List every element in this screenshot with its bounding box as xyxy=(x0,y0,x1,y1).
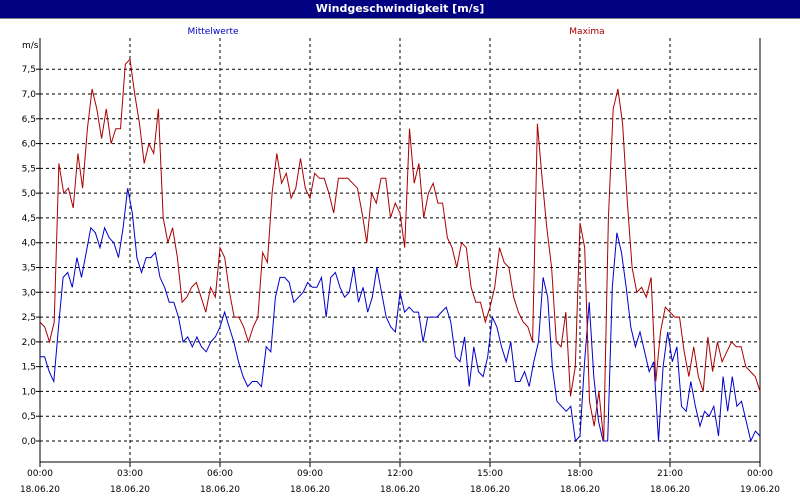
y-tick-label: 4,5 xyxy=(22,214,36,224)
y-tick-label: 3,0 xyxy=(22,288,37,298)
x-tick-time: 03:00 xyxy=(117,469,143,479)
y-tick-label: 6,5 xyxy=(22,115,36,125)
y-tick-label: 7,5 xyxy=(22,65,36,75)
x-tick-date: 19.06.20 xyxy=(740,485,780,495)
y-tick-label: 5,5 xyxy=(22,164,36,174)
grid-lines xyxy=(40,38,760,462)
x-tick-labels: 00:00 18.06.20 03:00 18.06.20 06:00 18.06.20 0… xyxy=(20,462,780,495)
x-tick-time: 06:00 xyxy=(207,469,233,479)
y-tick-label: 1,0 xyxy=(22,387,37,397)
x-tick-date: 18.06.20 xyxy=(290,485,330,495)
series-label-mean: Mittelwerte xyxy=(187,27,238,37)
series-label-max: Maxima xyxy=(569,27,604,37)
x-tick-date: 18.06.20 xyxy=(200,485,240,495)
x-tick-date: 18.06.20 xyxy=(650,485,690,495)
x-tick-date: 18.06.20 xyxy=(560,485,600,495)
x-tick-date: 18.06.20 xyxy=(470,485,510,495)
y-tick-label: 5,0 xyxy=(22,189,37,199)
x-tick-date: 18.06.20 xyxy=(110,485,150,495)
y-tick-label: 3,5 xyxy=(22,264,36,274)
y-tick-label: 2,5 xyxy=(22,313,36,323)
y-tick-label: 0,0 xyxy=(22,437,37,447)
y-tick-label: 4,0 xyxy=(22,239,37,249)
series-lines xyxy=(39,58,761,443)
y-tick-label: 6,0 xyxy=(22,140,37,150)
y-tick-label: 1,5 xyxy=(22,363,36,373)
x-tick-time: 18:00 xyxy=(567,469,593,479)
y-tick-label: 2,0 xyxy=(22,338,37,348)
y-tick-label: 0,5 xyxy=(22,412,36,422)
x-tick-time: 00:00 xyxy=(747,469,773,479)
x-tick-time: 21:00 xyxy=(657,469,683,479)
x-tick-time: 12:00 xyxy=(387,469,413,479)
y-tick-labels: 0,0 0,5 1,0 1,5 2,0 2,5 3,0 3,5 4,0 4,5 5,0 5,5 6,0 6… xyxy=(22,65,40,447)
x-tick-time: 15:00 xyxy=(477,469,503,479)
x-tick-date: 18.06.20 xyxy=(380,485,420,495)
x-tick-time: 09:00 xyxy=(297,469,323,479)
chart-window-title: Windgeschwindigkeit [m/s] xyxy=(0,0,800,18)
series-line-maxima xyxy=(39,58,761,442)
series-line-mittelwerte xyxy=(40,188,761,443)
x-tick-date: 18.06.20 xyxy=(20,485,60,495)
y-tick-label: 7,0 xyxy=(22,90,37,100)
y-axis-unit: m/s xyxy=(22,41,39,51)
x-tick-time: 00:00 xyxy=(27,469,53,479)
